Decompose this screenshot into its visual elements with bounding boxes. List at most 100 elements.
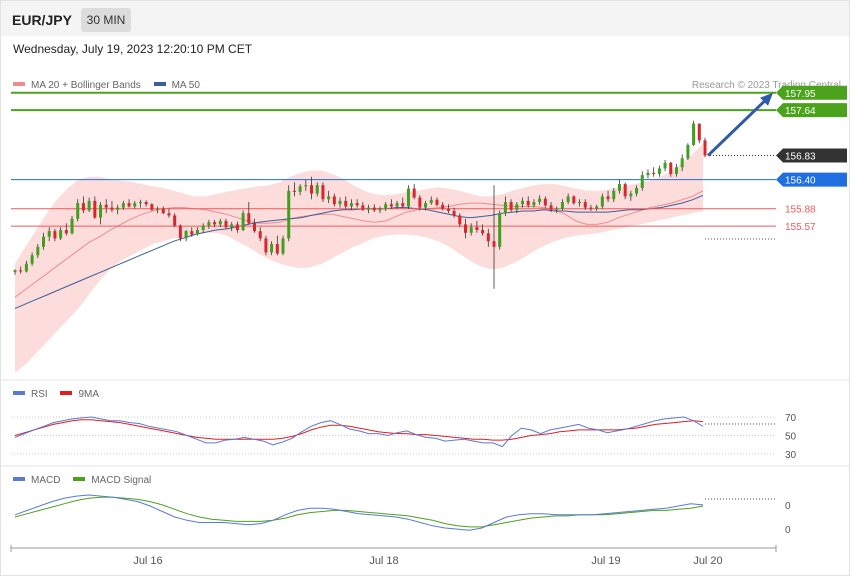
current-price-label: 156.83 — [785, 152, 816, 163]
x-tick-label: Jul 16 — [133, 555, 162, 567]
candle — [110, 207, 114, 210]
macd-swatch — [13, 477, 25, 482]
candle — [241, 213, 245, 230]
target-price-label: 157.95 — [785, 89, 816, 100]
macd-signal-swatch — [73, 477, 86, 482]
rsi-ma-legend-label: 9MA — [78, 389, 100, 400]
candle — [349, 203, 353, 207]
candle — [258, 231, 262, 239]
candle — [526, 200, 530, 206]
candle — [515, 204, 519, 210]
candle — [116, 207, 120, 210]
candle — [492, 241, 496, 247]
ma20-legend-label: MA 20 + Bollinger Bands — [31, 80, 141, 91]
x-tick-label: Jul 20 — [693, 555, 722, 567]
header-bar: EUR/JPY 30 MIN — [1, 1, 849, 36]
candle — [161, 208, 165, 214]
candle — [435, 199, 439, 205]
candle — [150, 204, 154, 210]
candle — [218, 221, 222, 225]
candle — [64, 230, 68, 234]
candle — [327, 196, 331, 200]
candle — [304, 185, 308, 187]
candle — [629, 193, 633, 197]
candle — [498, 213, 502, 247]
candle — [121, 203, 125, 208]
support-price-label: 155.88 — [785, 205, 816, 216]
candle — [680, 158, 684, 168]
ma20-swatch — [13, 82, 25, 87]
x-tick-label: Jul 18 — [369, 555, 398, 567]
candle — [292, 190, 296, 192]
candle — [87, 200, 91, 211]
candle — [646, 172, 650, 176]
candle — [235, 224, 239, 230]
candle — [298, 186, 302, 192]
candle — [692, 123, 696, 145]
candle — [224, 221, 228, 228]
candle — [30, 255, 34, 264]
pivot-price-tag — [776, 172, 847, 187]
candle — [207, 222, 211, 226]
macd-signal-line — [14, 496, 704, 528]
rsi-tick-label: 30 — [785, 450, 797, 461]
timeframe-button[interactable]: 30 MIN — [81, 8, 131, 32]
candle — [589, 207, 593, 209]
candle — [486, 233, 490, 242]
support-price-label: 155.57 — [785, 222, 816, 233]
candle — [463, 224, 467, 233]
macd-tick-label: 0 — [785, 501, 791, 512]
candle — [93, 200, 97, 218]
candle — [543, 198, 547, 206]
x-tick-label: Jul 19 — [591, 555, 620, 567]
candle — [686, 144, 690, 159]
ma20-line — [14, 190, 704, 298]
ma50-legend-label: MA 50 — [171, 80, 200, 91]
candle — [384, 204, 388, 209]
candle — [247, 213, 251, 224]
candle — [190, 231, 194, 235]
candle — [321, 185, 325, 200]
candle — [372, 207, 376, 211]
rsi-ma-line — [14, 419, 704, 441]
candle — [595, 206, 599, 209]
candle — [173, 215, 177, 226]
candle — [310, 185, 314, 194]
macd-signal-legend-label: MACD Signal — [91, 475, 152, 486]
candle — [697, 123, 701, 141]
candle — [441, 204, 445, 209]
rsi-tick-label: 50 — [785, 432, 797, 443]
timestamp: Wednesday, July 19, 2023 12:20:10 PM CET — [13, 42, 253, 56]
candle — [674, 167, 678, 174]
candle — [640, 175, 644, 188]
ma50-swatch — [153, 82, 166, 87]
candle — [53, 231, 57, 239]
candle — [156, 208, 160, 210]
projection-arrow-head — [760, 92, 773, 106]
candle — [36, 246, 40, 256]
candle — [167, 213, 171, 216]
candle — [617, 184, 621, 191]
candle — [566, 196, 570, 202]
candle — [703, 140, 707, 156]
candle — [99, 204, 103, 218]
rsi-legend-label: RSI — [31, 389, 48, 400]
ma50-line — [14, 194, 704, 309]
candle — [657, 168, 661, 174]
candle — [127, 203, 131, 207]
rsi-ma-swatch — [60, 391, 73, 396]
candle — [475, 227, 479, 230]
candle — [138, 202, 142, 204]
macd-legend: MACD MACD Signal — [13, 475, 151, 486]
projection-arrow — [706, 95, 771, 157]
candle — [378, 208, 382, 211]
candle — [104, 204, 108, 208]
candle — [663, 162, 667, 169]
candle — [652, 172, 656, 174]
candle — [503, 202, 507, 214]
target-price-tag — [776, 103, 847, 118]
candle — [70, 218, 74, 234]
target-price-tag — [776, 85, 847, 100]
candle — [521, 200, 525, 205]
